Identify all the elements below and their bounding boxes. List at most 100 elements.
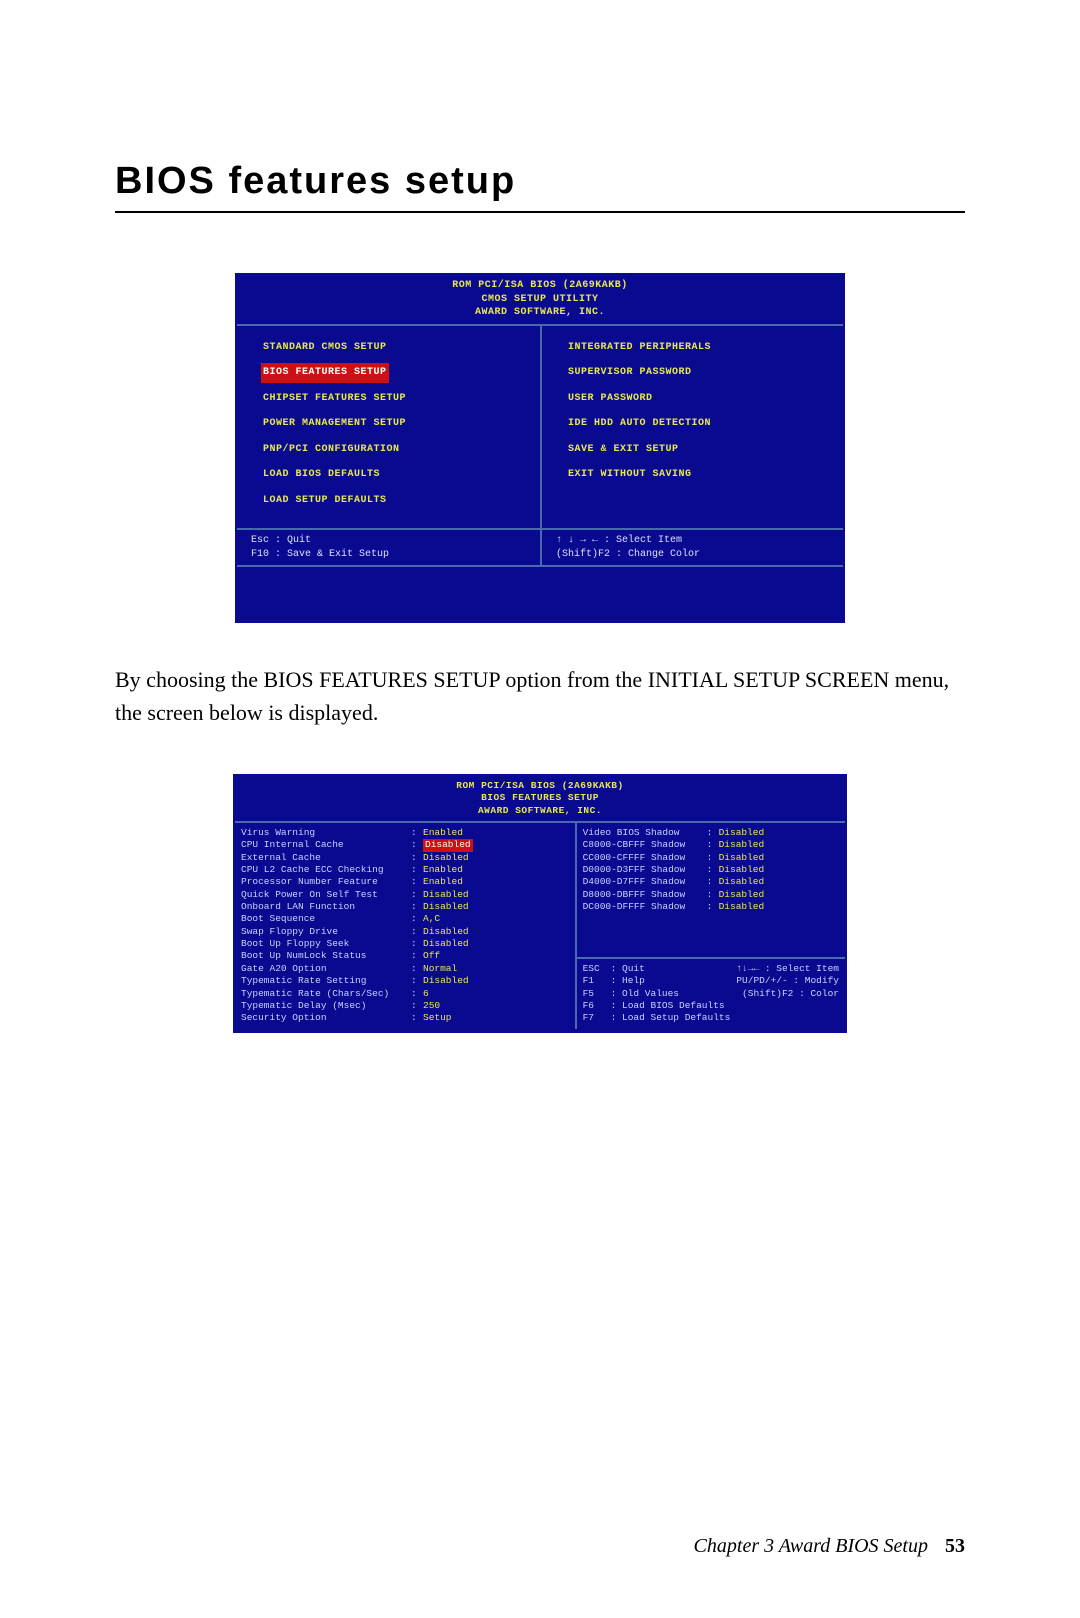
separator: : xyxy=(707,901,719,913)
bios2-setting-label: CPU L2 Cache ECC Checking xyxy=(241,864,411,876)
help-text: : Quit xyxy=(611,963,645,975)
separator: : xyxy=(411,975,423,987)
bios-initial-setup-screen: ROM PCI/ISA BIOS (2A69KAKB) CMOS SETUP U… xyxy=(235,273,845,623)
bios1-menu-item[interactable]: POWER MANAGEMENT SETUP xyxy=(261,414,408,434)
bios2-setting-row[interactable]: D8000-DBFFF Shadow:Disabled xyxy=(583,889,839,901)
help-right: PU/PD/+/- : Modify xyxy=(736,975,839,987)
bios1-menu-item[interactable]: USER PASSWORD xyxy=(566,389,655,409)
bios1-menu-item[interactable]: SAVE & EXIT SETUP xyxy=(566,440,681,460)
bios2-setting-row[interactable]: Typematic Rate (Chars/Sec):6 xyxy=(241,988,569,1000)
page-title: BIOS features setup xyxy=(115,160,965,213)
bios2-setting-value: A,C xyxy=(423,913,440,925)
bios2-setting-label: Quick Power On Self Test xyxy=(241,889,411,901)
bios2-setting-label: D0000-D3FFF Shadow xyxy=(583,864,707,876)
bios1-footer-arrows: ↑ ↓ → ← : Select Item xyxy=(556,534,833,548)
bios1-menu-item[interactable]: EXIT WITHOUT SAVING xyxy=(566,465,694,485)
separator: : xyxy=(411,889,423,901)
separator: : xyxy=(411,827,423,839)
help-text: : Help xyxy=(611,975,645,987)
bios2-setting-label: Swap Floppy Drive xyxy=(241,926,411,938)
bios2-setting-value: Setup xyxy=(423,1012,452,1024)
separator: : xyxy=(411,926,423,938)
bios2-setting-value: Disabled xyxy=(423,839,473,851)
bios1-menu-item[interactable]: CHIPSET FEATURES SETUP xyxy=(261,389,408,409)
footer-page-number: 53 xyxy=(945,1535,965,1557)
bios2-setting-value: Disabled xyxy=(423,938,469,950)
bios2-setting-row[interactable]: Boot Up NumLock Status:Off xyxy=(241,950,569,962)
bios2-setting-label: CC000-CFFFF Shadow xyxy=(583,852,707,864)
separator: : xyxy=(411,852,423,864)
separator: : xyxy=(411,839,423,851)
separator: : xyxy=(411,876,423,888)
bios2-setting-row[interactable]: Onboard LAN Function:Disabled xyxy=(241,901,569,913)
bios1-menu-item[interactable]: PNP/PCI CONFIGURATION xyxy=(261,440,402,460)
bios2-setting-row[interactable]: External Cache:Disabled xyxy=(241,852,569,864)
bios1-menu-item[interactable]: BIOS FEATURES SETUP xyxy=(261,363,389,383)
bios1-menu-item[interactable]: IDE HDD AUTO DETECTION xyxy=(566,414,713,434)
separator: : xyxy=(411,1000,423,1012)
body-paragraph: By choosing the BIOS FEATURES SETUP opti… xyxy=(115,663,965,729)
bios2-setting-row[interactable]: D4000-D7FFF Shadow:Disabled xyxy=(583,876,839,888)
bios2-setting-row[interactable]: Typematic Delay (Msec):250 xyxy=(241,1000,569,1012)
bios1-menu-item[interactable]: LOAD BIOS DEFAULTS xyxy=(261,465,382,485)
bios2-setting-row[interactable]: Gate A20 Option:Normal xyxy=(241,963,569,975)
bios1-menu-item[interactable]: LOAD SETUP DEFAULTS xyxy=(261,491,389,511)
separator: : xyxy=(707,839,719,851)
bios2-setting-label: Onboard LAN Function xyxy=(241,901,411,913)
bios2-setting-row[interactable]: D0000-D3FFF Shadow:Disabled xyxy=(583,864,839,876)
bios2-setting-value: Disabled xyxy=(423,852,469,864)
separator: : xyxy=(707,827,719,839)
bios1-menu-item[interactable]: STANDARD CMOS SETUP xyxy=(261,338,389,358)
bios2-setting-value: Disabled xyxy=(719,889,765,901)
bios1-right-column: INTEGRATED PERIPHERALS SUPERVISOR PASSWOR… xyxy=(540,326,843,529)
footer-chapter: Chapter 3 Award BIOS Setup xyxy=(694,1535,928,1557)
bios2-header: ROM PCI/ISA BIOS (2A69KAKB) BIOS FEATURE… xyxy=(235,776,845,821)
bios2-setting-label: Typematic Delay (Msec) xyxy=(241,1000,411,1012)
help-key: F1 xyxy=(583,975,611,987)
bios2-help-line: F1: Help PU/PD/+/- : Modify xyxy=(583,975,839,987)
bios2-setting-row[interactable]: Swap Floppy Drive:Disabled xyxy=(241,926,569,938)
separator: : xyxy=(707,889,719,901)
bios1-header-line3: AWARD SOFTWARE, INC. xyxy=(237,306,843,320)
bios2-setting-row[interactable]: CPU Internal Cache:Disabled xyxy=(241,839,569,851)
bios2-setting-row[interactable]: CC000-CFFFF Shadow:Disabled xyxy=(583,852,839,864)
bios1-header: ROM PCI/ISA BIOS (2A69KAKB) CMOS SETUP U… xyxy=(237,275,843,324)
bios2-setting-label: Boot Up NumLock Status xyxy=(241,950,411,962)
bios2-setting-value: Enabled xyxy=(423,876,463,888)
bios2-setting-row[interactable]: Processor Number Feature:Enabled xyxy=(241,876,569,888)
bios2-setting-row[interactable]: Boot Sequence:A,C xyxy=(241,913,569,925)
bios1-menu-item[interactable]: INTEGRATED PERIPHERALS xyxy=(566,338,713,358)
bios1-footer-esc: Esc : Quit xyxy=(251,534,530,548)
bios2-help-line: F5: Old Values(Shift)F2 : Color xyxy=(583,988,839,1000)
separator: : xyxy=(411,913,423,925)
bios2-setting-value: Disabled xyxy=(719,839,765,851)
bios2-setting-value: Disabled xyxy=(423,901,469,913)
bios2-setting-row[interactable]: Security Option:Setup xyxy=(241,1012,569,1024)
separator: : xyxy=(411,1012,423,1024)
bios2-help-panel: ESC: Quit↑↓→← : Select ItemF1: HelpPU/PD… xyxy=(577,959,845,1029)
bios2-setting-row[interactable]: Video BIOS Shadow:Disabled xyxy=(583,827,839,839)
bios2-setting-label: Virus Warning xyxy=(241,827,411,839)
bios1-footer: Esc : Quit F10 : Save & Exit Setup ↑ ↓ →… xyxy=(237,530,843,565)
help-right: (Shift)F2 : Color xyxy=(742,988,839,1000)
bios2-setting-label: D4000-D7FFF Shadow xyxy=(583,876,707,888)
bios2-setting-row[interactable]: C8000-CBFFF Shadow:Disabled xyxy=(583,839,839,851)
bios1-menu-item[interactable]: SUPERVISOR PASSWORD xyxy=(566,363,694,383)
bios2-help-line: F6: Load BIOS Defaults xyxy=(583,1000,839,1012)
bios2-setting-row[interactable]: DC000-DFFFF Shadow:Disabled xyxy=(583,901,839,913)
bios2-setting-value: Normal xyxy=(423,963,457,975)
bios2-setting-row[interactable]: Boot Up Floppy Seek:Disabled xyxy=(241,938,569,950)
bios2-setting-label: Boot Up Floppy Seek xyxy=(241,938,411,950)
bios2-setting-row[interactable]: Typematic Rate Setting:Disabled xyxy=(241,975,569,987)
bios2-setting-row[interactable]: Quick Power On Self Test:Disabled xyxy=(241,889,569,901)
bios2-header-line1: ROM PCI/ISA BIOS (2A69KAKB) xyxy=(235,780,845,792)
bios2-setting-row[interactable]: Virus Warning:Enabled xyxy=(241,827,569,839)
help-text: : Load BIOS Defaults xyxy=(611,1000,725,1012)
help-right: ↑↓→← : Select Item xyxy=(736,963,839,975)
bios2-setting-row[interactable]: CPU L2 Cache ECC Checking:Enabled xyxy=(241,864,569,876)
bios1-footer-f10: F10 : Save & Exit Setup xyxy=(251,548,530,562)
help-text: : Old Values xyxy=(611,988,679,1000)
bios2-setting-label: D8000-DBFFF Shadow xyxy=(583,889,707,901)
bios2-setting-label: Processor Number Feature xyxy=(241,876,411,888)
separator: : xyxy=(411,864,423,876)
